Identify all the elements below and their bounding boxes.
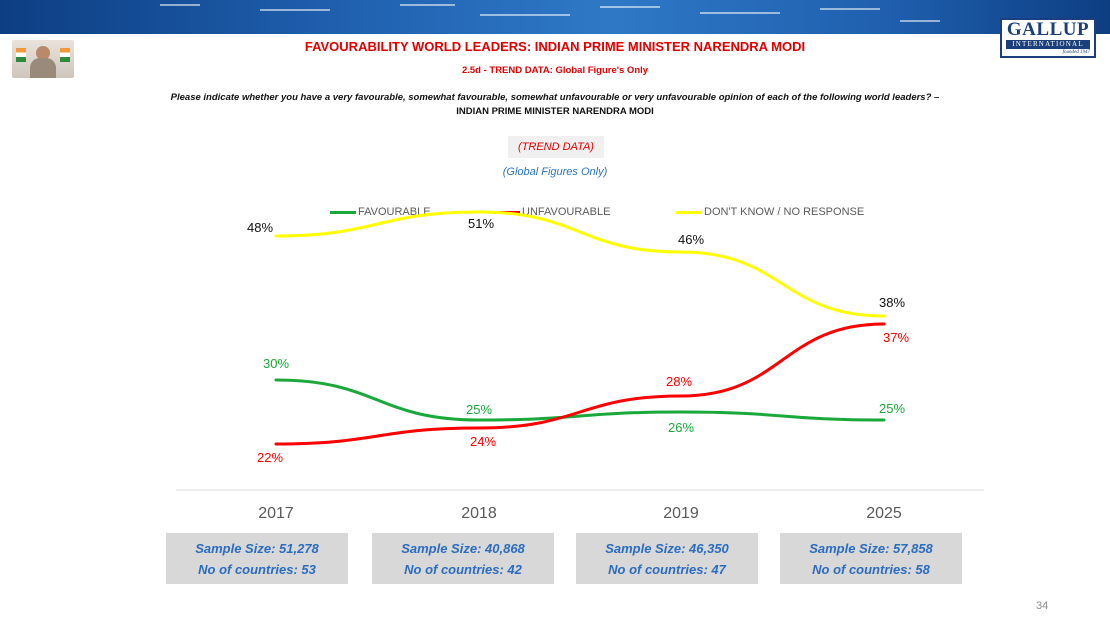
data-label-favourable-2018: 25%	[466, 402, 492, 417]
series-line-unfavourable	[274, 322, 886, 446]
logo-sub: INTERNATIONAL	[1006, 40, 1090, 49]
countries-2025: No of countries: 58	[812, 562, 930, 577]
data-label-unfavourable-2018: 24%	[470, 434, 496, 449]
data-label-unfavourable-2019: 28%	[666, 374, 692, 389]
sample-box-2017: Sample Size: 51,278 No of countries: 53	[166, 533, 348, 584]
data-label-dont-know-2025: 38%	[879, 295, 905, 310]
legend-dont-know-swatch	[676, 210, 702, 214]
countries-2017: No of countries: 53	[198, 562, 316, 577]
data-label-unfavourable-2025: 37%	[883, 330, 909, 345]
legend-favourable-swatch	[330, 210, 356, 214]
photo-head	[36, 46, 50, 60]
series-line-favourable	[274, 378, 886, 422]
question-text: Please indicate whether you have a very …	[170, 92, 940, 103]
legend-favourable-label: FAVOURABLE	[358, 206, 431, 218]
modi-photo	[12, 40, 74, 78]
global-figures-label: (Global Figures Only)	[502, 166, 608, 178]
legend-unfavourable-label: UNFAVOURABLE	[522, 206, 611, 218]
data-label-dont-know-2017: 48%	[247, 220, 273, 235]
year-label-2018: 2018	[461, 505, 497, 522]
gallup-logo: GALLUP INTERNATIONAL founded 1947	[1000, 18, 1096, 58]
data-label-favourable-2017: 30%	[263, 356, 289, 371]
countries-2019: No of countries: 47	[608, 562, 726, 577]
sample-box-2018: Sample Size: 40,868 No of countries: 42	[372, 533, 554, 584]
sample-size-2018: Sample Size: 40,868	[401, 541, 525, 556]
trend-data-label: (TREND DATA)	[508, 136, 604, 158]
legend-dont-know-label: DON'T KNOW / NO RESPONSE	[704, 206, 865, 218]
series-line-dont-know	[274, 210, 886, 318]
sample-box-2019: Sample Size: 46,350 No of countries: 47	[576, 533, 758, 584]
page-number: 34	[1036, 600, 1049, 612]
survey-question: Please indicate whether you have a very …	[60, 91, 1050, 119]
logo-name: GALLUP	[1006, 19, 1090, 40]
year-label-2019: 2019	[663, 505, 699, 522]
flag-left	[16, 48, 26, 62]
page-subtitle: 2.5d - TREND DATA: Global Figure's Only	[461, 65, 649, 76]
sample-box-2025: Sample Size: 57,858 No of countries: 58	[780, 533, 962, 584]
data-label-favourable-2019: 26%	[668, 420, 694, 435]
logo-founded: founded 1947	[1062, 50, 1090, 55]
year-label-2017: 2017	[258, 505, 294, 522]
data-label-dont-know-2019: 46%	[678, 232, 704, 247]
sample-size-2017: Sample Size: 51,278	[195, 541, 319, 556]
photo-body	[30, 58, 56, 78]
data-label-dont-know-2018: 51%	[468, 216, 494, 231]
question-leader: INDIAN PRIME MINISTER NARENDRA MODI	[456, 106, 654, 117]
legend-dont-know: DON'T KNOW / NO RESPONSE	[676, 205, 864, 219]
sample-size-2025: Sample Size: 57,858	[809, 541, 933, 556]
header-banner	[0, 0, 1110, 34]
page-title: FAVOURABILITY WORLD LEADERS: INDIAN PRIM…	[304, 39, 806, 54]
sample-size-2019: Sample Size: 46,350	[605, 541, 729, 556]
flag-right	[60, 48, 70, 62]
year-label-2025: 2025	[866, 505, 902, 522]
data-label-favourable-2025: 25%	[879, 401, 905, 416]
data-label-unfavourable-2017: 22%	[257, 450, 283, 465]
countries-2018: No of countries: 42	[404, 562, 522, 577]
legend-favourable: FAVOURABLE	[330, 205, 431, 219]
